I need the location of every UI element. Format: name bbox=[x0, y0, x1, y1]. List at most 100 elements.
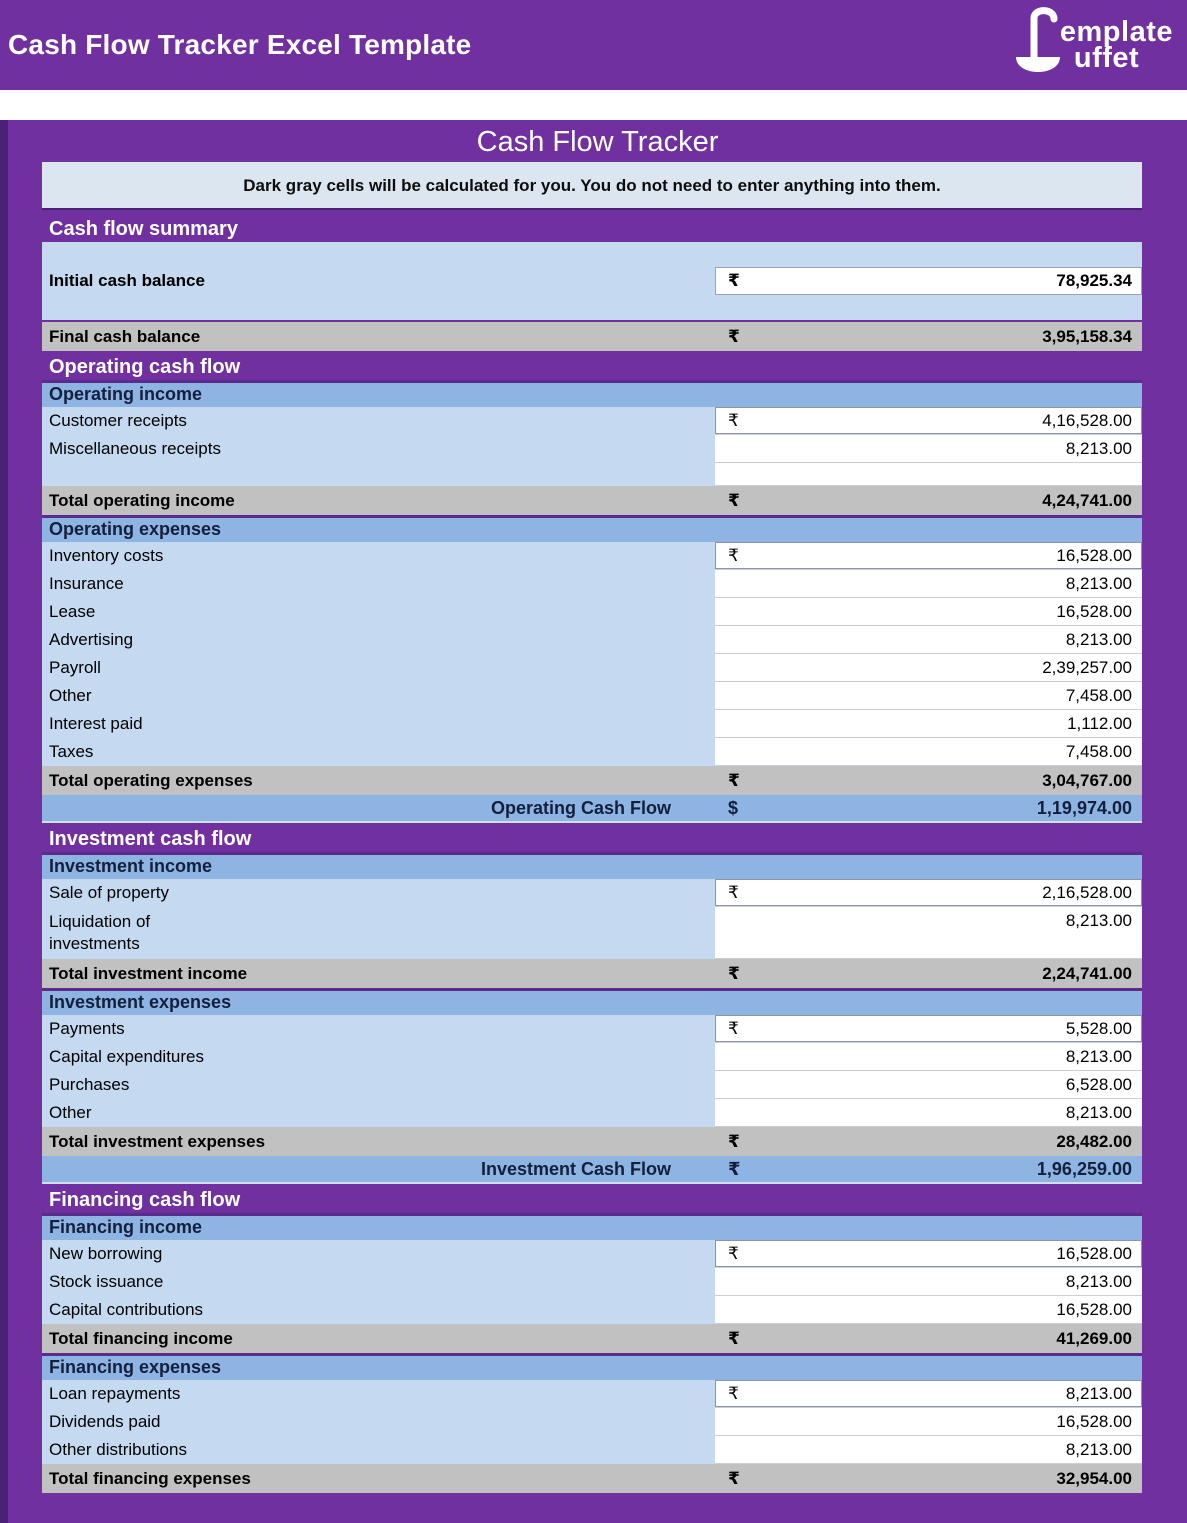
row-label: Total operating expenses bbox=[49, 770, 253, 790]
cell-value: 16,528.00 bbox=[1056, 1243, 1132, 1263]
table-row bbox=[42, 463, 1142, 486]
value-calc-cell: ₹1,96,259.00 bbox=[715, 1156, 1142, 1182]
cell-value: 3,04,767.00 bbox=[1042, 770, 1132, 790]
row-label: Operating Cash Flow bbox=[490, 798, 671, 818]
cell-value: 1,112.00 bbox=[1067, 713, 1132, 733]
ladle-icon bbox=[1015, 7, 1060, 72]
value-input-cell[interactable]: 2,39,257.00 bbox=[715, 654, 1142, 682]
table-row: Taxes 7,458.00 bbox=[42, 738, 1142, 766]
section-header: Financing cash flow bbox=[49, 1189, 241, 1211]
row-label: Capital contributions bbox=[42, 1296, 715, 1324]
value-input-cell[interactable]: 8,213.00 bbox=[715, 907, 1142, 959]
currency-symbol: ₹ bbox=[728, 963, 740, 983]
value-input-cell[interactable]: ₹8,213.00 bbox=[715, 1380, 1142, 1408]
table-row: Sale of property ₹2,16,528.00 bbox=[42, 879, 1142, 907]
section-0: Operating cash flow Operating income Custo… bbox=[42, 354, 1142, 823]
currency-symbol: ₹ bbox=[728, 1468, 740, 1488]
cell-value: 8,213.00 bbox=[1065, 1383, 1132, 1403]
value-input-cell[interactable]: ₹2,16,528.00 bbox=[715, 879, 1142, 907]
table-row: Customer receipts ₹4,16,528.00 bbox=[42, 407, 1142, 435]
workbook: Cash Flow Tracker Dark gray cells will b… bbox=[0, 120, 1187, 1523]
value-input-cell[interactable]: 8,213.00 bbox=[715, 1436, 1142, 1464]
table-row: Initial cash balance ₹78,925.34 bbox=[42, 267, 1142, 295]
value-input-cell[interactable]: 8,213.00 bbox=[715, 1099, 1142, 1127]
table-row: Loan repayments ₹8,213.00 bbox=[42, 1380, 1142, 1408]
total-row: Final cash balance ₹3,95,158.34 bbox=[42, 322, 1142, 351]
row-label: Customer receipts bbox=[42, 407, 715, 435]
cell-value: 2,16,528.00 bbox=[1042, 882, 1132, 902]
cell-value: 32,954.00 bbox=[1056, 1468, 1132, 1488]
table-row: Purchases 6,528.00 bbox=[42, 1071, 1142, 1099]
table-row: Interest paid 1,112.00 bbox=[42, 710, 1142, 738]
table-row: Dividends paid 16,528.00 bbox=[42, 1408, 1142, 1436]
cell-value: 4,16,528.00 bbox=[1042, 410, 1132, 430]
table-row: Payroll 2,39,257.00 bbox=[42, 654, 1142, 682]
cell-value: 41,269.00 bbox=[1056, 1328, 1132, 1348]
value-input-cell[interactable]: 16,528.00 bbox=[715, 598, 1142, 626]
cell-value: 8,213.00 bbox=[1065, 573, 1132, 593]
value-input-cell[interactable]: 8,213.00 bbox=[715, 1268, 1142, 1296]
value-input-cell[interactable]: 8,213.00 bbox=[715, 435, 1142, 463]
table-row: Stock issuance 8,213.00 bbox=[42, 1268, 1142, 1296]
value-input-cell[interactable]: ₹78,925.34 bbox=[715, 267, 1142, 295]
currency-symbol: $ bbox=[728, 797, 739, 818]
value-input-cell[interactable]: 1,112.00 bbox=[715, 710, 1142, 738]
total-row: Total investment income ₹2,24,741.00 bbox=[42, 959, 1142, 988]
row-label: Lease bbox=[42, 598, 715, 626]
logo-line2: uffet bbox=[1073, 42, 1140, 74]
group-subheader: Financing income bbox=[42, 1213, 1142, 1240]
group-subheader: Operating income bbox=[42, 380, 1142, 407]
section-header: Operating cash flow bbox=[49, 356, 241, 378]
instruction-note: Dark gray cells will be calculated for y… bbox=[42, 162, 1142, 210]
table-row: Advertising 8,213.00 bbox=[42, 626, 1142, 654]
table-row: Miscellaneous receipts 8,213.00 bbox=[42, 435, 1142, 463]
value-input-cell[interactable]: 7,458.00 bbox=[715, 682, 1142, 710]
table-row: Capital expenditures 8,213.00 bbox=[42, 1043, 1142, 1071]
value-input-cell[interactable]: 8,213.00 bbox=[715, 626, 1142, 654]
cell-value: 28,482.00 bbox=[1056, 1131, 1132, 1151]
cell-value: 6,528.00 bbox=[1065, 1074, 1132, 1094]
value-input-cell[interactable]: 6,528.00 bbox=[715, 1071, 1142, 1099]
row-label: Stock issuance bbox=[42, 1268, 715, 1296]
currency-symbol: ₹ bbox=[728, 326, 740, 346]
value-input-cell[interactable]: 16,528.00 bbox=[715, 1408, 1142, 1436]
row-label: Advertising bbox=[42, 626, 715, 654]
row-label: Inventory costs bbox=[42, 542, 715, 570]
value-input-cell[interactable]: 8,213.00 bbox=[715, 570, 1142, 598]
group-subheader: Operating expenses bbox=[42, 515, 1142, 542]
value-input-cell[interactable]: ₹5,528.00 bbox=[715, 1015, 1142, 1043]
section-header: Investment cash flow bbox=[49, 828, 252, 850]
summary-block: Initial cash balance ₹78,925.34 bbox=[42, 242, 1142, 320]
total-row: Total operating income ₹4,24,741.00 bbox=[42, 486, 1142, 515]
cell-value: 78,925.34 bbox=[1056, 271, 1132, 290]
value-calc-cell: $1,19,974.00 bbox=[715, 795, 1142, 821]
table-row: Liquidation of investments 8,213.00 bbox=[42, 907, 1142, 959]
page-title: Cash Flow Tracker Excel Template bbox=[8, 29, 472, 60]
value-calc-cell: ₹4,24,741.00 bbox=[715, 486, 1142, 515]
table-row: Other 7,458.00 bbox=[42, 682, 1142, 710]
cell-value: 8,213.00 bbox=[1065, 438, 1132, 458]
value-input-cell[interactable] bbox=[715, 463, 1142, 486]
value-input-cell[interactable]: 8,213.00 bbox=[715, 1043, 1142, 1071]
currency-symbol: ₹ bbox=[728, 1328, 740, 1348]
table-row: Other distributions 8,213.00 bbox=[42, 1436, 1142, 1464]
value-input-cell[interactable]: ₹4,16,528.00 bbox=[715, 407, 1142, 435]
cell-value: 16,528.00 bbox=[1056, 1411, 1132, 1431]
group-subheader: Investment expenses bbox=[42, 988, 1142, 1015]
sheet-title: Cash Flow Tracker bbox=[476, 126, 719, 158]
value-input-cell[interactable]: ₹16,528.00 bbox=[715, 542, 1142, 570]
currency-symbol: ₹ bbox=[728, 1018, 739, 1038]
value-input-cell[interactable]: 16,528.00 bbox=[715, 1296, 1142, 1324]
row-label: Other bbox=[42, 1099, 715, 1127]
currency-symbol: ₹ bbox=[728, 545, 739, 565]
value-input-cell[interactable]: 7,458.00 bbox=[715, 738, 1142, 766]
table-row: Inventory costs ₹16,528.00 bbox=[42, 542, 1142, 570]
logo-line1: emplate bbox=[1059, 16, 1173, 48]
table-row: Capital contributions 16,528.00 bbox=[42, 1296, 1142, 1324]
sheet-content: Dark gray cells will be calculated for y… bbox=[42, 162, 1142, 1493]
cell-value: 8,213.00 bbox=[1065, 1439, 1132, 1459]
value-input-cell[interactable]: ₹16,528.00 bbox=[715, 1240, 1142, 1268]
row-label: Miscellaneous receipts bbox=[42, 435, 715, 463]
header-gap bbox=[0, 90, 1187, 120]
cell-value: 16,528.00 bbox=[1056, 1299, 1132, 1319]
